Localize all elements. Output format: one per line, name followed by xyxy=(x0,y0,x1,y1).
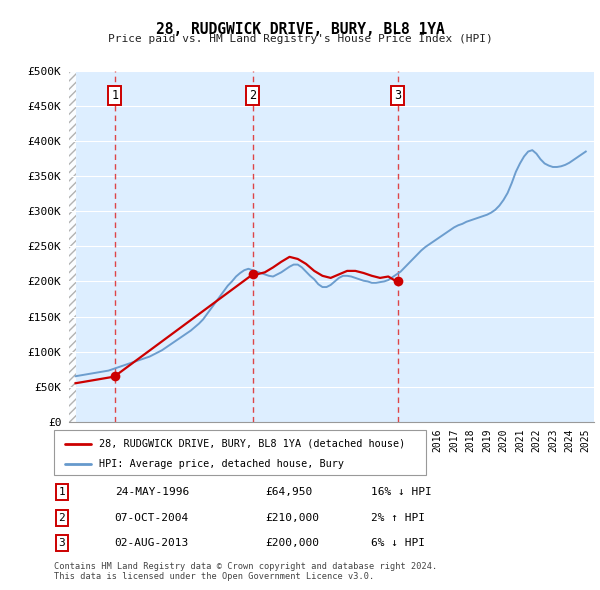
Text: 2: 2 xyxy=(249,89,256,102)
Bar xyxy=(69,71,76,422)
Text: 3: 3 xyxy=(394,89,401,102)
Text: £200,000: £200,000 xyxy=(265,538,319,548)
Text: 3: 3 xyxy=(59,538,65,548)
Text: 1: 1 xyxy=(59,487,65,497)
Text: 6% ↓ HPI: 6% ↓ HPI xyxy=(371,538,425,548)
Text: Contains HM Land Registry data © Crown copyright and database right 2024.
This d: Contains HM Land Registry data © Crown c… xyxy=(54,562,437,581)
Text: HPI: Average price, detached house, Bury: HPI: Average price, detached house, Bury xyxy=(98,459,344,468)
Text: £64,950: £64,950 xyxy=(265,487,313,497)
Text: 1: 1 xyxy=(111,89,118,102)
Text: 16% ↓ HPI: 16% ↓ HPI xyxy=(371,487,431,497)
Text: 2% ↑ HPI: 2% ↑ HPI xyxy=(371,513,425,523)
Text: 2: 2 xyxy=(59,513,65,523)
FancyBboxPatch shape xyxy=(54,430,426,475)
Text: Price paid vs. HM Land Registry's House Price Index (HPI): Price paid vs. HM Land Registry's House … xyxy=(107,34,493,44)
Text: £210,000: £210,000 xyxy=(265,513,319,523)
Text: 28, RUDGWICK DRIVE, BURY, BL8 1YA: 28, RUDGWICK DRIVE, BURY, BL8 1YA xyxy=(155,22,445,37)
Text: 28, RUDGWICK DRIVE, BURY, BL8 1YA (detached house): 28, RUDGWICK DRIVE, BURY, BL8 1YA (detac… xyxy=(98,438,405,448)
Text: 07-OCT-2004: 07-OCT-2004 xyxy=(115,513,189,523)
Text: 24-MAY-1996: 24-MAY-1996 xyxy=(115,487,189,497)
Text: 02-AUG-2013: 02-AUG-2013 xyxy=(115,538,189,548)
